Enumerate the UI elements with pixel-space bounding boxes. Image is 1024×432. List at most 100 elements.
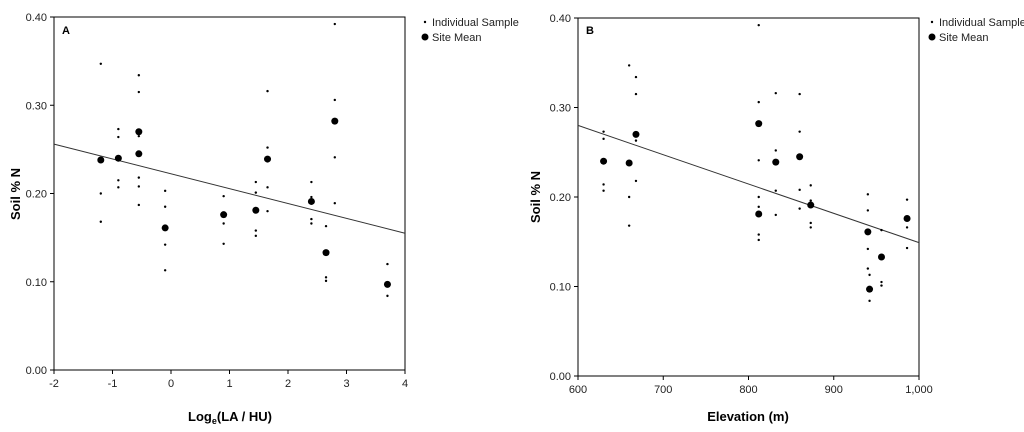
individual-sample-point (602, 130, 605, 133)
individual-sample-point (117, 135, 120, 139)
panel-label-b: B (586, 25, 594, 37)
x-tick-label: 0 (168, 378, 174, 390)
site-mean-point (903, 214, 911, 222)
fit-line-b (577, 124, 920, 244)
x-tick-label: 900 (825, 384, 843, 396)
site-mean-point (383, 280, 391, 288)
x-tick-label: -1 (108, 378, 118, 390)
site-mean-point (866, 285, 874, 293)
y-tick-label: 0.30 (26, 100, 47, 112)
site-mean-point (264, 155, 272, 163)
legend-label-individual-b: Individual Sample (939, 17, 1024, 29)
individual-sample-point (163, 205, 167, 208)
individual-sample-point (137, 90, 141, 94)
points-b (600, 23, 911, 303)
individual-sample-point (266, 186, 269, 189)
individual-sample-point (880, 284, 883, 287)
x-tick-label: 3 (343, 378, 349, 390)
individual-sample-point (798, 130, 801, 133)
x-tick-label: 1,000 (905, 384, 933, 396)
points-a (97, 22, 391, 298)
panel-b: B 600 700 800 900 1,0000.000.100.200.300.40 … (528, 13, 1024, 424)
site-mean-point (877, 253, 885, 261)
x-axis-label-a: Loge(LA / HU) (188, 409, 272, 426)
individual-sample-point (798, 207, 801, 210)
individual-sample-point (905, 246, 909, 250)
individual-sample-point (266, 209, 269, 213)
individual-sample-point (634, 179, 638, 183)
individual-sample-point (333, 202, 336, 205)
individual-sample-point (324, 276, 328, 279)
site-mean-point (625, 159, 633, 167)
y-tick-label: 0.00 (26, 365, 47, 377)
x-tick-label: 800 (739, 384, 757, 396)
individual-sample-point (333, 22, 336, 26)
y-tick-label: 0.20 (550, 192, 571, 204)
individual-sample-point (774, 149, 777, 152)
legend-marker-individual-a (423, 20, 427, 24)
individual-sample-point (137, 176, 141, 179)
site-mean-point (252, 206, 260, 214)
site-mean-point (796, 153, 804, 161)
individual-sample-point (809, 221, 812, 225)
x-tick-label: 2 (285, 378, 291, 390)
individual-sample-point (137, 203, 141, 207)
individual-sample-point (757, 195, 760, 199)
individual-sample-point (266, 89, 269, 93)
x-axis-label-a-sub: e (212, 416, 217, 426)
legend-label-individual-a: Individual Sample (432, 17, 519, 29)
individual-sample-point (117, 186, 120, 189)
individual-sample-point (798, 92, 801, 96)
x-axis-label-a-tail: (LA / HU) (217, 409, 272, 424)
y-axis-label-b: Soil % N (528, 171, 543, 223)
individual-sample-point (905, 198, 909, 201)
y-tick-label: 0.10 (26, 277, 47, 289)
individual-sample-point (757, 23, 760, 27)
individual-sample-point (254, 191, 258, 194)
individual-sample-point (333, 156, 336, 159)
individual-sample-point (866, 267, 870, 270)
individual-sample-point (254, 229, 258, 232)
x-tick-label: -2 (49, 378, 59, 390)
individual-sample-point (866, 193, 870, 196)
individual-sample-point (163, 189, 167, 193)
individual-sample-point (634, 92, 638, 96)
individual-sample-point (634, 75, 638, 79)
x-tick-label: 4 (402, 378, 408, 390)
individual-sample-point (602, 183, 605, 186)
site-mean-point (135, 150, 143, 158)
site-mean-point (97, 156, 105, 164)
panel-label-a: A (62, 25, 70, 37)
individual-sample-point (634, 139, 638, 142)
legend-b: Individual Sample Site Mean (928, 17, 1024, 44)
individual-sample-point (809, 184, 812, 187)
individual-sample-point (627, 224, 631, 227)
individual-sample-point (310, 180, 313, 184)
x-axis-label-a-main: Log (188, 409, 212, 424)
individual-sample-point (774, 91, 777, 95)
site-mean-point (755, 210, 763, 218)
individual-sample-point (757, 233, 760, 236)
individual-sample-point (868, 299, 871, 303)
individual-sample-point (602, 189, 605, 192)
individual-sample-point (117, 179, 120, 182)
site-mean-point (864, 228, 872, 236)
site-mean-point (632, 130, 640, 138)
x-tick-label: 600 (569, 384, 587, 396)
individual-sample-point (222, 194, 225, 198)
site-mean-point (161, 224, 169, 232)
individual-sample-point (627, 195, 631, 199)
site-mean-point (322, 249, 330, 257)
individual-sample-point (99, 192, 103, 195)
fit-line-a (53, 143, 406, 234)
individual-sample-point (386, 294, 389, 298)
individual-sample-point (386, 262, 389, 266)
individual-sample-point (324, 224, 328, 228)
individual-sample-point (137, 185, 141, 188)
individual-sample-point (99, 220, 103, 223)
y-axis-label-a: Soil % N (8, 168, 23, 220)
site-mean-point (772, 158, 780, 166)
x-tick-label: 700 (654, 384, 672, 396)
y-tick-label: 0.00 (550, 371, 571, 383)
panel-a: A -2 -1 0 1 2 3 4 0.00 0.10 0.20 0.30 0.40 Soil % N… (8, 12, 519, 426)
